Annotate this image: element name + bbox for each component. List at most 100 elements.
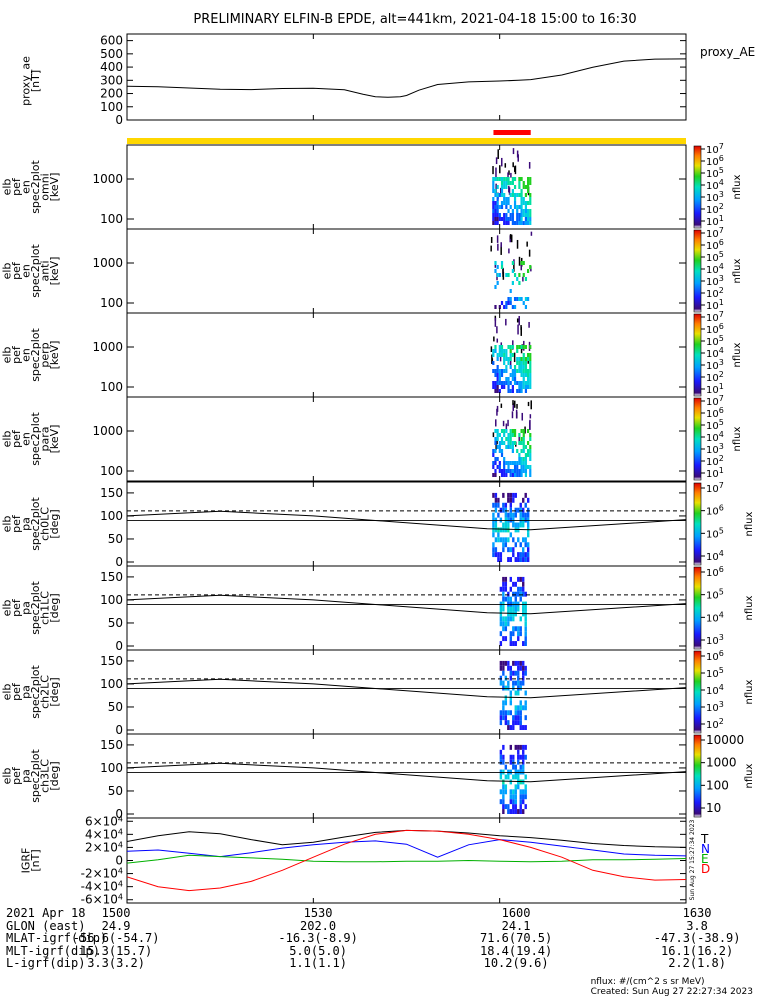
spectrogram-cell	[520, 347, 523, 354]
pitch-angle-cell	[514, 794, 517, 800]
footer-cell: 16.1(16.2)	[661, 943, 734, 958]
footer-cell: 24.9	[101, 918, 131, 933]
spectrogram-cell	[511, 441, 514, 445]
spectrogram-cell	[520, 261, 523, 265]
spectrogram-cell	[528, 321, 530, 328]
pitch-angle-cell	[502, 606, 505, 612]
pitch-angle-cell	[494, 502, 498, 508]
pitch-angle-cell	[499, 616, 503, 622]
spectrogram-cell	[511, 473, 514, 477]
pitch-angle-cell	[517, 759, 520, 765]
pitch-angle-cell	[509, 512, 513, 518]
pitch-angle-cell	[524, 636, 527, 642]
pitch-angle-cell	[512, 804, 515, 810]
spec-ytick-label: 100	[100, 212, 123, 226]
spectrogram-cell	[503, 201, 506, 205]
spec-ytick-label: 1000	[92, 256, 123, 270]
spectrogram-cell	[503, 465, 506, 469]
spectrogram-cell	[500, 385, 504, 389]
spectrogram-cell	[505, 301, 508, 305]
spectrogram-cell	[529, 213, 532, 217]
pitch-angle-cell	[494, 527, 498, 533]
spectrogram-cell	[520, 297, 523, 301]
pitch-angle-cell	[507, 685, 510, 691]
ylabel-line: spec2plot	[29, 665, 42, 719]
spectrogram-cell	[516, 150, 519, 158]
pitch-angle-cell	[517, 769, 520, 775]
ylabel-line: pef	[10, 766, 23, 785]
spectrogram-cell	[496, 185, 499, 189]
pitch-angle-cell	[519, 700, 522, 706]
pitch-angle-cell	[522, 799, 525, 805]
spectrogram-cell	[498, 353, 501, 357]
pitch-angle-cell	[502, 809, 505, 814]
pitch-angle-cell	[502, 576, 505, 582]
spectrogram-cell	[518, 389, 521, 393]
spectrogram-cell	[496, 281, 499, 285]
pitch-angle-cell	[524, 631, 527, 637]
colorbar-tick-label: 101	[706, 214, 724, 228]
spectrogram-cell	[500, 201, 504, 205]
pitch-angle-cell	[509, 779, 513, 785]
ylabel-line: anti	[38, 260, 51, 281]
pitch-angle-cell	[514, 492, 517, 498]
ylabel-line: para	[38, 427, 51, 452]
pitch-angle-cell	[517, 685, 520, 691]
spectrogram-cell	[498, 469, 501, 473]
spectrogram-cell	[500, 403, 503, 408]
pitch-angle-cell	[509, 517, 513, 523]
pitch-angle-cell	[512, 794, 515, 800]
spectrogram-cell	[516, 217, 519, 221]
spectrogram-cell	[526, 185, 530, 189]
pitch-angle-cell	[519, 591, 522, 597]
ylabel-line: elb	[0, 179, 13, 196]
colorbar-tick-label: 105	[706, 588, 724, 602]
pitch-angle-cell	[517, 537, 520, 543]
pitch-angle-cell	[509, 794, 513, 800]
spectrogram-cell	[513, 473, 517, 477]
spectrogram-cell	[503, 473, 506, 477]
spectrogram-cell	[496, 217, 499, 221]
pitch-angle-cell	[492, 532, 495, 538]
pitch-angle-cell	[504, 596, 508, 602]
pitch-angle-cell	[517, 507, 520, 513]
spectrogram-cell	[509, 445, 512, 449]
spectrogram-cell	[492, 221, 495, 225]
pitch-angle-cell	[504, 804, 508, 810]
spectrogram-cell	[505, 357, 508, 361]
pitch-angle-cell	[514, 774, 517, 780]
pitch-angle-cell	[504, 522, 508, 528]
spectrogram-cell	[529, 265, 532, 269]
pitch-angle-cell	[522, 759, 525, 765]
ylabel-line: elb	[0, 768, 13, 785]
pitch-angle-cell	[509, 502, 513, 508]
pitch-angle-cell	[519, 764, 522, 770]
pitch-angle-cell	[504, 512, 508, 518]
spectrogram-cell	[529, 369, 532, 373]
pa-ytick-label: 0	[115, 639, 123, 653]
spectrogram-cell	[520, 177, 523, 181]
spectrogram-cell	[520, 217, 523, 221]
colorbar-tick-label: 106	[706, 504, 724, 518]
pitch-angle-cell	[524, 616, 527, 622]
spec-frame	[126, 144, 687, 230]
pitch-angle-cell	[509, 754, 513, 760]
spectrogram-cell	[529, 373, 532, 377]
pitch-angle-cell	[504, 537, 508, 543]
pitch-angle-cell	[499, 715, 503, 721]
spectrogram-cell	[505, 177, 508, 181]
spectrogram-cell	[526, 385, 530, 389]
spectrogram-cell	[507, 419, 509, 427]
spectrogram-cell	[507, 181, 510, 185]
pitch-angle-cell	[499, 621, 503, 627]
pitch-angle-cell	[509, 710, 513, 716]
pitch-angle-cell	[524, 542, 527, 548]
pa-frame	[126, 649, 687, 735]
pa-ytick-label: 150	[100, 654, 123, 668]
pitch-angle-cell	[502, 804, 505, 810]
pitch-angle-cell	[499, 769, 503, 775]
ylabel-line: spec2plot	[29, 497, 42, 551]
pa-frame	[126, 733, 687, 819]
pitch-angle-cell	[502, 700, 505, 706]
